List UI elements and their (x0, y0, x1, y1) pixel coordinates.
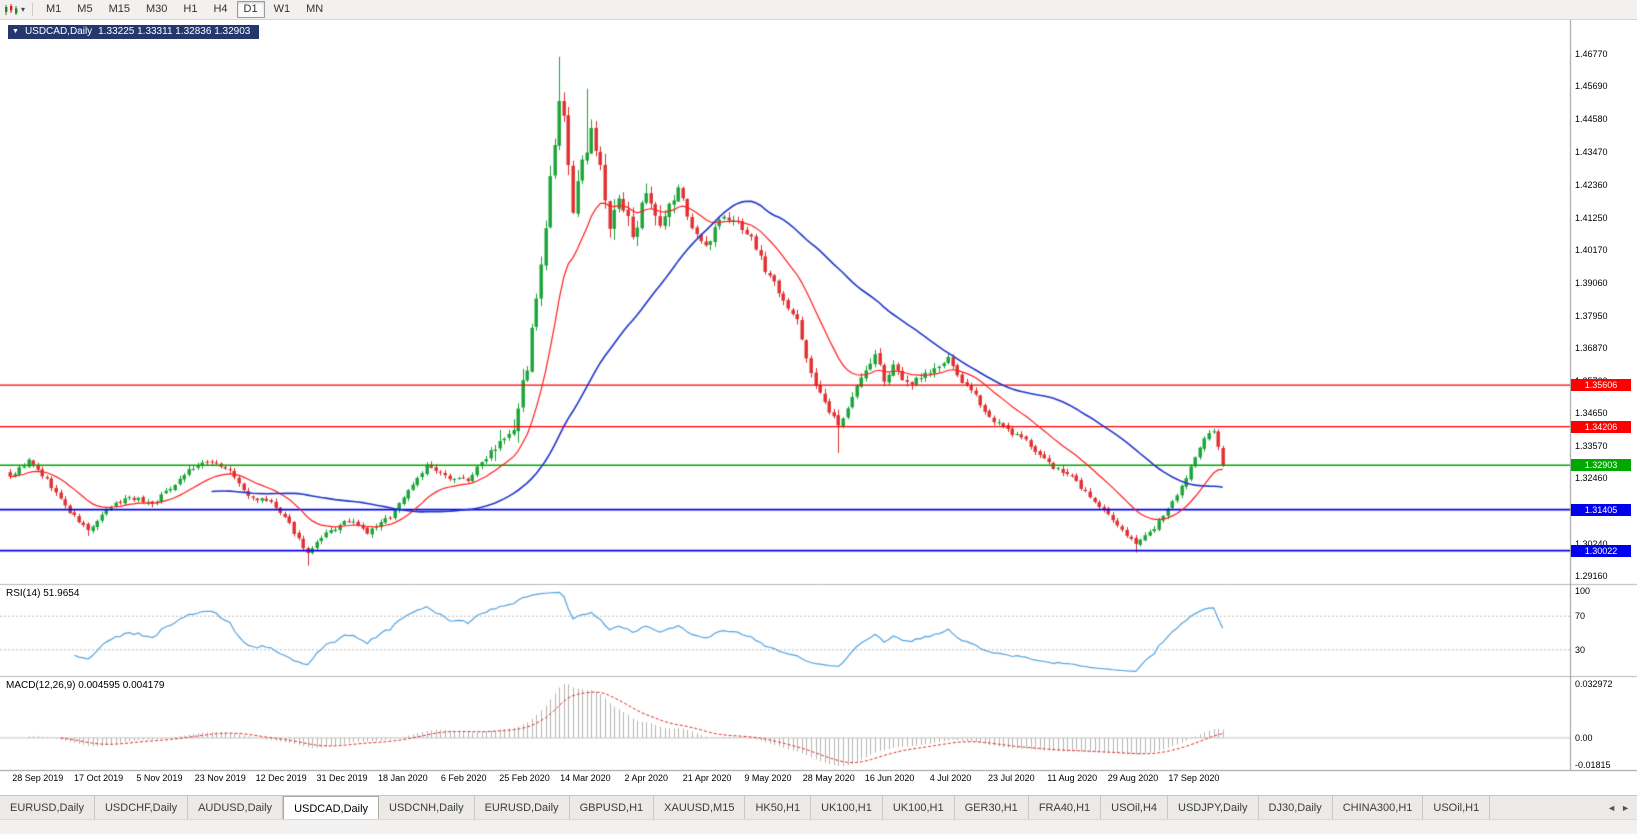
timeframe-button-w1[interactable]: W1 (273, 3, 291, 15)
chart-tab-eurusd-daily[interactable]: EURUSD,Daily (0, 796, 95, 820)
chart-tab-fra40-h1[interactable]: FRA40,H1 (1029, 796, 1102, 820)
candlestick-icon (5, 3, 18, 15)
chart-tab-hk50-h1[interactable]: HK50,H1 (745, 796, 812, 820)
rsi-indicator-label: RSI(14) 51.9654 (6, 588, 80, 599)
timeframe-button-h1[interactable]: H1 (183, 3, 198, 15)
chart-tab-usdjpy-daily[interactable]: USDJPY,Daily (1168, 796, 1259, 820)
chart-title-bar: ▼ USDCAD,Daily 1.33225 1.33311 1.32836 1… (8, 25, 260, 39)
chart-tab-dj30-daily[interactable]: DJ30,Daily (1259, 796, 1333, 820)
tab-scroll-arrows: ◄ ► (1600, 796, 1637, 820)
timeframe-button-d1[interactable]: D1 (236, 1, 265, 18)
charts-dropdown-icon[interactable] (4, 3, 18, 16)
tabs-scroll-right-icon[interactable]: ► (1621, 803, 1630, 813)
chart-tab-gbpusd-h1[interactable]: GBPUSD,H1 (570, 796, 655, 820)
chart-tab-usoil-h1[interactable]: USOil,H1 (1423, 796, 1491, 820)
chart-tab-uk100-h1[interactable]: UK100,H1 (811, 796, 883, 820)
status-bar (0, 819, 1637, 834)
timeframe-button-m30[interactable]: M30 (145, 3, 168, 15)
chart-tab-bar: EURUSD,Daily USDCHF,Daily AUDUSD,Daily USDC… (0, 795, 1637, 820)
macd-indicator-label: MACD(12,26,9) 0.004595 0.004179 (6, 680, 165, 691)
timeframe-button-mn[interactable]: MN (306, 3, 324, 15)
timeframe-button-m5[interactable]: M5 (77, 3, 93, 15)
chart-tab-eurusd-daily[interactable]: EURUSD,Daily (475, 796, 570, 820)
chart-tab-usdchf-daily[interactable]: USDCHF,Daily (95, 796, 189, 820)
chart-tab-usdcnh-daily[interactable]: USDCNH,Daily (379, 796, 475, 820)
timeframe-button-h4[interactable]: H4 (213, 3, 228, 15)
tabs-scroll-left-icon[interactable]: ◄ (1607, 803, 1617, 813)
timeframe-toolbar: ▾ M1 M5 M15 M30 H1 H4 D1 W1 MN (0, 0, 1637, 20)
toolbar-separator (32, 3, 34, 16)
chart-tab-xauusd-m15[interactable]: XAUUSD,M15 (654, 796, 746, 820)
timeframe-button-m1[interactable]: M1 (46, 3, 62, 15)
chart-tab-ger30-h1[interactable]: GER30,H1 (955, 796, 1029, 820)
collapse-chart-icon[interactable]: ▼ (12, 28, 19, 35)
chart-ohlc-values: 1.33225 1.33311 1.32836 1.32903 (98, 26, 251, 37)
chart-tab-audusd-daily[interactable]: AUDUSD,Daily (188, 796, 284, 820)
chart-tab-china300-h1[interactable]: CHINA300,H1 (1333, 796, 1424, 820)
chevron-down-icon[interactable]: ▾ (21, 5, 26, 14)
timeframe-button-m15[interactable]: M15 (108, 3, 130, 15)
chart-tab-uk100-h1[interactable]: UK100,H1 (883, 796, 955, 820)
chart-tab-usdcad-daily[interactable]: USDCAD,Daily (283, 796, 380, 820)
chart-symbol-period: USDCAD,Daily (24, 26, 93, 37)
chart-tab-usoil-h4[interactable]: USOil,H4 (1101, 796, 1169, 820)
